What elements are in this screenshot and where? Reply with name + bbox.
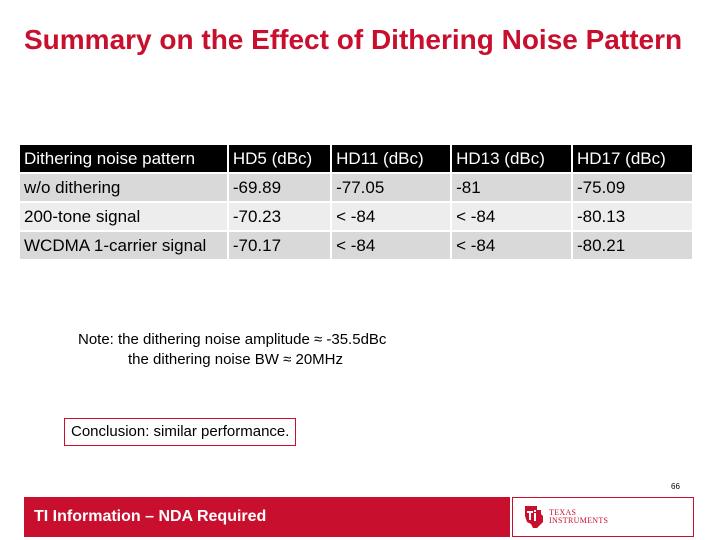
table-cell: -80.13 [572,203,692,230]
table-cell: w/o dithering [20,174,227,201]
logo-line-2: INSTRUMENTS [549,516,609,525]
results-table: Dithering noise pattern HD5 (dBc) HD11 (… [18,143,694,261]
table-cell: -70.17 [228,232,331,259]
header-cell-pattern: Dithering noise pattern [20,145,227,172]
table-cell: -77.05 [332,174,451,201]
page-title: Summary on the Effect of Dithering Noise… [24,24,683,55]
note-line-2: the dithering noise BW ≈ 20MHz [128,351,343,368]
table-cell: -80.21 [572,232,692,259]
table-cell: 200-tone signal [20,203,227,230]
logo-line-1: TEXAS [549,508,577,517]
table-cell: < -84 [452,203,571,230]
header-cell-hd13: HD13 (dBc) [452,145,571,172]
table-cell: < -84 [452,232,571,259]
header-cell-hd5: HD5 (dBc) [228,145,331,172]
table-cell: < -84 [332,232,451,259]
note-line-1: Note: the dithering noise amplitude ≈ -3… [78,331,387,348]
header-cell-hd11: HD11 (dBc) [332,145,451,172]
table-cell: -75.09 [572,174,692,201]
table-row: w/o dithering -69.89 -77.05 -81 -75.09 [20,174,692,201]
table-row: WCDMA 1-carrier signal -70.17 < -84 < -8… [20,232,692,259]
conclusion-box: Conclusion: similar performance. [64,418,297,446]
table-cell: -81 [452,174,571,201]
header-cell-hd17: HD17 (dBc) [572,145,692,172]
table-cell: < -84 [332,203,451,230]
table-row: 200-tone signal -70.23 < -84 < -84 -80.1… [20,203,692,230]
footer-logo-area: TEXAS INSTRUMENTS [512,497,694,537]
page-number: 66 [671,482,680,491]
table-cell: WCDMA 1-carrier signal [20,232,227,259]
footer-banner: TI Information – NDA Required [24,497,510,537]
note-text: Note: the dithering noise amplitude ≈ -3… [78,330,386,370]
table-cell: -70.23 [228,203,331,230]
ti-logo-wordmark: TEXAS INSTRUMENTS [549,509,608,525]
table-header-row: Dithering noise pattern HD5 (dBc) HD11 (… [20,145,692,172]
ti-logo-icon [525,506,543,528]
table-cell: -69.89 [228,174,331,201]
